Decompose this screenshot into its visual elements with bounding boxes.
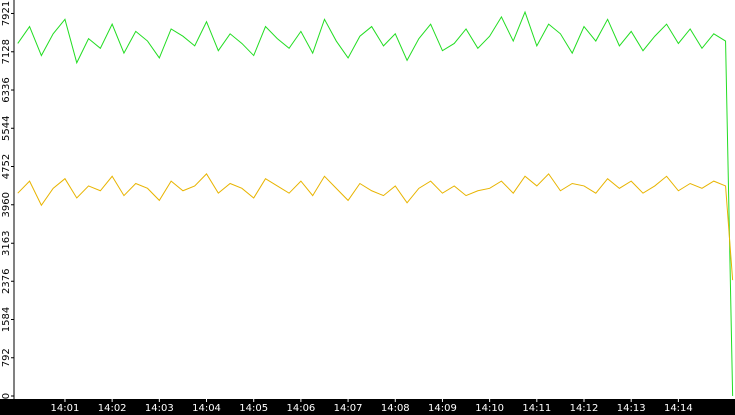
x-tick-label: 14:03 (145, 403, 174, 414)
y-tick-label: 3960 (1, 192, 12, 217)
x-tick-label: 14:04 (192, 403, 221, 414)
y-tick-label: 2376 (1, 269, 12, 294)
y-tick-label: 3163 (1, 231, 12, 256)
x-tick-label: 14:13 (617, 403, 646, 414)
x-tick-label: 14:07 (334, 403, 363, 414)
y-tick-label: 7128 (1, 39, 12, 64)
x-tick-label: 14:08 (381, 403, 410, 414)
y-tick-label: 1584 (1, 307, 12, 332)
x-tick-label: 14:01 (51, 403, 80, 414)
x-tick-label: 14:12 (570, 403, 599, 414)
y-tick-label: 6336 (1, 77, 12, 102)
x-tick-label: 14:06 (286, 403, 315, 414)
y-tick-label: 5544 (1, 116, 12, 141)
x-tick-label: 14:14 (664, 403, 693, 414)
x-tick-label: 14:09 (428, 403, 457, 414)
x-tick-label: 14:02 (98, 403, 127, 414)
x-axis-bar (0, 399, 735, 415)
x-tick-label: 14:10 (475, 403, 504, 414)
series-line (17, 10, 734, 397)
y-tick-label: 792 (1, 348, 12, 367)
y-tick-label: 4752 (1, 154, 12, 179)
series-line (17, 173, 734, 281)
y-tick-label: 0 (1, 393, 12, 399)
x-tick-label: 14:05 (239, 403, 268, 414)
y-tick-label: 7921 (1, 1, 12, 26)
x-tick-label: 14:11 (522, 403, 551, 414)
